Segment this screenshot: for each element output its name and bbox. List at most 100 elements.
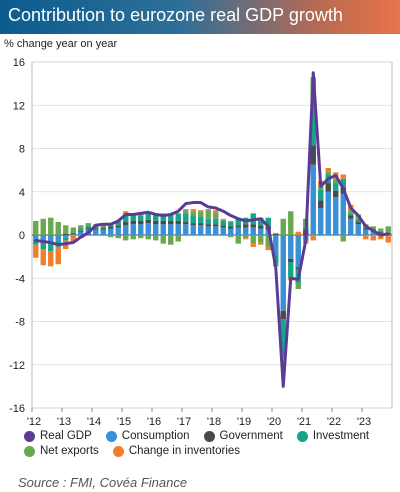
bar-net-exports	[280, 218, 286, 235]
bar-investment	[378, 230, 384, 232]
bar-change-in-inventories	[340, 174, 346, 179]
bar-net-exports	[190, 211, 196, 216]
legend-item-consumption: Consumption	[105, 430, 190, 442]
legend-swatch-consumption	[105, 430, 117, 442]
bar-government	[228, 226, 234, 229]
bar-government	[355, 222, 361, 225]
bar-consumption	[100, 229, 106, 235]
source-note: Source : FMI, Covéa Finance	[18, 475, 188, 490]
bar-investment	[288, 262, 294, 279]
line-real-gdp	[34, 71, 390, 388]
bar-net-exports	[115, 235, 121, 239]
bar-consumption	[370, 231, 376, 235]
bar-net-exports	[235, 235, 241, 244]
bar-net-exports	[160, 235, 166, 244]
bar-consumption	[48, 235, 54, 243]
bar-net-exports	[325, 171, 331, 175]
bar-consumption	[153, 224, 159, 235]
bar-government	[138, 220, 144, 225]
bar-investment	[205, 218, 211, 225]
bar-consumption	[355, 224, 361, 235]
bar-consumption	[325, 191, 331, 235]
bar-consumption	[123, 225, 129, 235]
bar-net-exports	[318, 186, 324, 190]
bar-net-exports	[378, 228, 384, 231]
title-banner: Contribution to eurozone real GDP growth	[0, 0, 400, 34]
bar-consumption	[250, 227, 256, 235]
x-tick-label: '23	[357, 416, 371, 425]
legend-label-government: Government	[219, 430, 283, 442]
bar-net-exports	[123, 235, 129, 241]
bar-consumption	[115, 227, 121, 235]
bar-investment	[273, 254, 279, 264]
bar-consumption	[363, 229, 369, 235]
legend-swatch-real-gdp	[24, 430, 35, 442]
bar-consumption	[220, 227, 226, 235]
bar-consumption	[93, 229, 99, 235]
bar-consumption	[198, 225, 204, 235]
bar-government	[205, 224, 211, 227]
bar-consumption	[205, 226, 211, 235]
bar-government	[235, 225, 241, 228]
bar-government	[310, 145, 316, 165]
bar-investment	[220, 220, 226, 226]
bar-net-exports	[108, 235, 114, 238]
bar-change-in-inventories	[33, 244, 39, 258]
bar-government	[198, 223, 204, 226]
gdp-contribution-chart: 16 12 8 4 0 -4 -8 -12 -16'12 '13 '14 '15 '16 '17 '18 '1…	[9, 57, 393, 425]
bar-government	[115, 225, 121, 228]
bar-government	[168, 220, 174, 225]
bar-government	[123, 222, 129, 226]
bar-government	[153, 220, 159, 225]
bar-investment	[63, 237, 69, 241]
bar-change-in-inventories	[378, 235, 384, 240]
bar-net-exports	[205, 210, 211, 219]
bar-change-in-inventories	[160, 213, 166, 215]
bar-consumption	[70, 233, 76, 235]
bar-investment	[198, 216, 204, 224]
bar-government	[250, 224, 256, 228]
bar-net-exports	[145, 235, 151, 240]
bar-net-exports	[138, 235, 144, 239]
bar-consumption	[145, 223, 151, 235]
bar-net-exports	[153, 235, 159, 241]
x-tick-label: '17	[177, 416, 191, 425]
bar-investment	[310, 93, 316, 146]
bar-government	[93, 228, 99, 230]
bar-change-in-inventories	[48, 251, 54, 267]
bar-change-in-inventories	[325, 167, 331, 172]
bar-net-exports	[385, 226, 391, 233]
bar-net-exports	[348, 210, 354, 214]
bar-consumption	[333, 197, 339, 235]
legend-item-government: Government	[203, 430, 283, 442]
legend-item-investment: Investment	[296, 430, 369, 442]
bar-government	[378, 231, 384, 233]
bar-government	[333, 190, 339, 198]
bar-investment	[115, 220, 121, 226]
bar-investment	[235, 218, 241, 226]
bar-change-in-inventories	[385, 235, 391, 243]
bar-net-exports	[40, 218, 46, 235]
bar-consumption	[295, 235, 301, 268]
bar-consumption	[273, 235, 279, 255]
bar-investment	[280, 319, 286, 358]
legend-item-change-in-inventories: Change in inventories	[112, 445, 240, 457]
x-tick-label: '18	[207, 416, 221, 425]
bar-investment	[93, 226, 99, 229]
bar-net-exports	[198, 211, 204, 217]
bar-change-in-inventories	[295, 231, 301, 235]
bar-investment	[258, 217, 264, 226]
y-tick-label: 4	[19, 187, 25, 199]
bar-government	[78, 230, 84, 232]
bar-government	[348, 215, 354, 219]
bar-government	[220, 225, 226, 228]
bar-consumption	[183, 224, 189, 235]
bar-change-in-inventories	[138, 214, 144, 216]
bar-investment	[168, 214, 174, 221]
legend-swatch-investment	[296, 430, 308, 442]
bar-government	[100, 228, 106, 230]
bar-net-exports	[175, 235, 181, 242]
bar-net-exports	[370, 226, 376, 230]
y-axis-unit-label: % change year on year	[4, 38, 118, 50]
bar-change-in-inventories	[183, 209, 189, 211]
